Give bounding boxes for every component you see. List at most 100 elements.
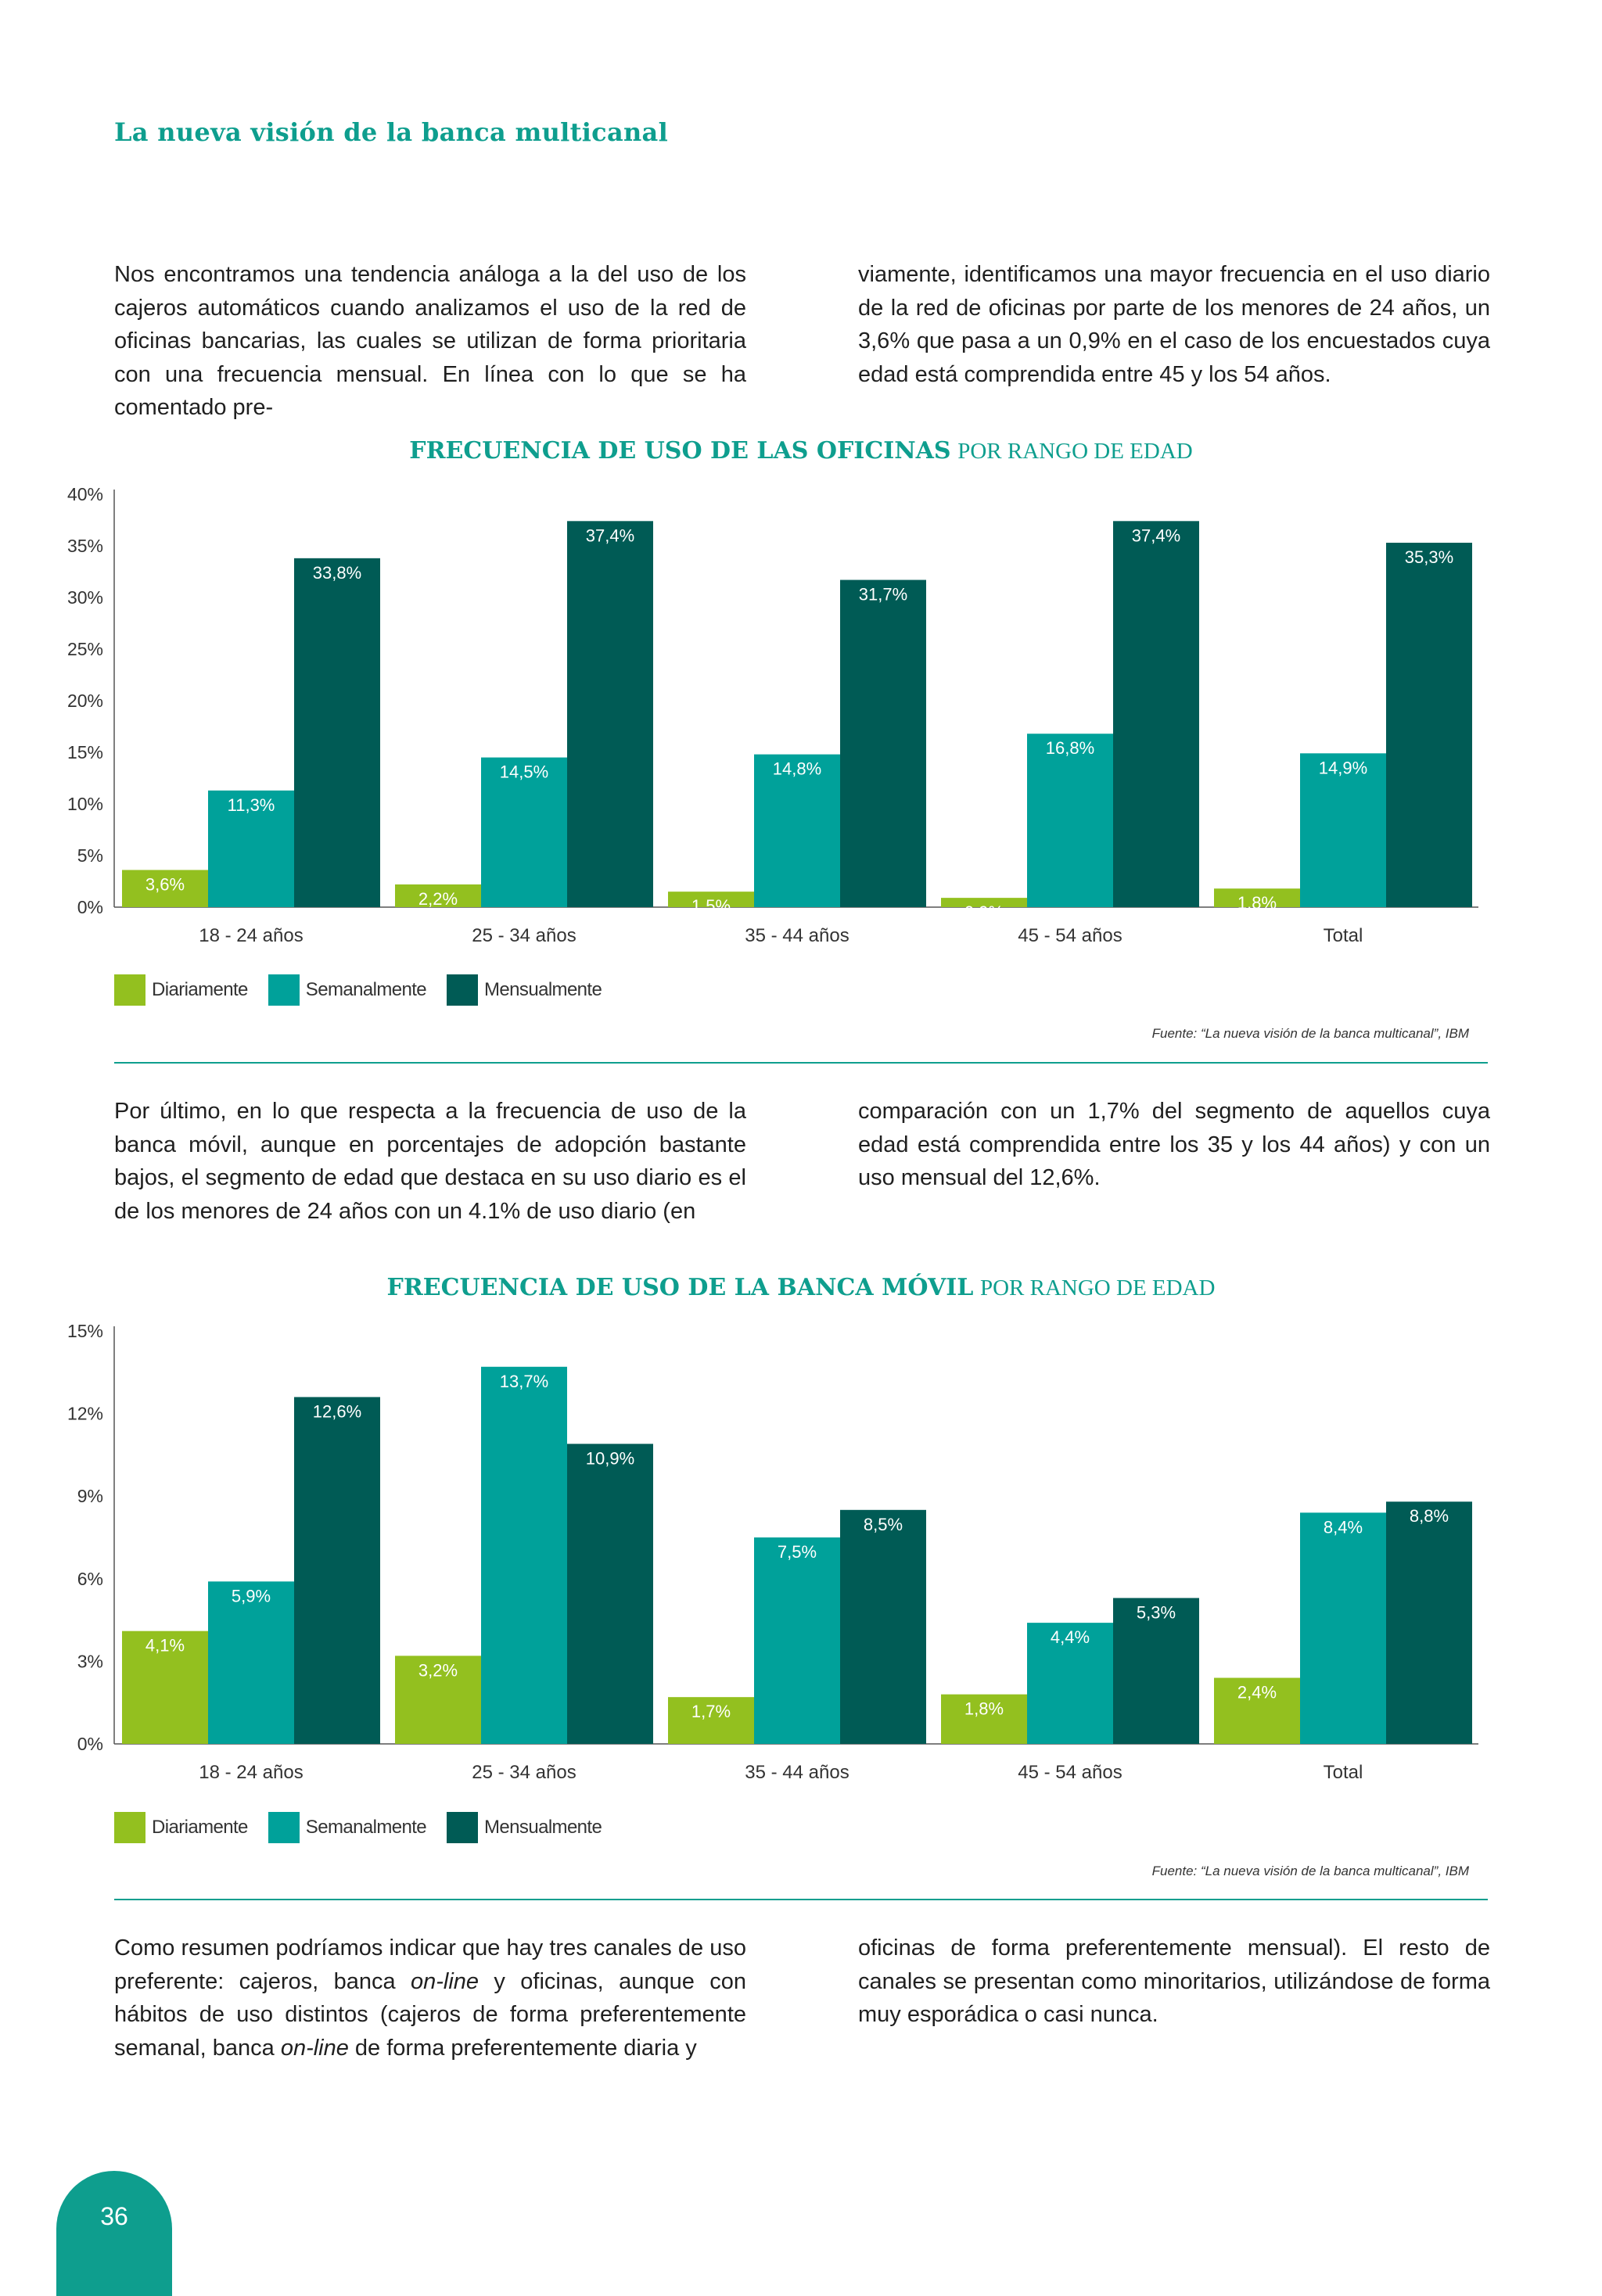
bar-semanalmente xyxy=(1027,734,1113,907)
bar-semanalmente xyxy=(481,1366,567,1744)
bar-value-label: 5,9% xyxy=(232,1586,271,1605)
legend-swatch-mensualmente xyxy=(447,974,479,1006)
bar-value-label: 8,5% xyxy=(864,1515,903,1534)
x-category-label: 45 - 54 años xyxy=(1018,925,1122,946)
x-category-label: Total xyxy=(1324,925,1363,946)
bar-mensualmente xyxy=(840,1509,926,1744)
bar-mensualmente xyxy=(567,521,653,907)
bar-value-label: 2,4% xyxy=(1237,1683,1277,1702)
bar-value-label: 14,9% xyxy=(1319,758,1367,777)
bar-diariamente xyxy=(1214,888,1300,907)
bar-value-label: 1,5% xyxy=(691,896,731,916)
bar-value-label: 10,9% xyxy=(586,1448,634,1468)
chart-2-source: Fuente: “La nueva visión de la banca mul… xyxy=(1151,1864,1469,1878)
bar-semanalmente xyxy=(754,1537,840,1744)
bar-value-label: 37,4% xyxy=(586,526,634,545)
paragraph-1-right: viamente, identificamos una mayor frecue… xyxy=(858,262,1490,387)
bar-mensualmente xyxy=(1386,1501,1472,1744)
bar-semanalmente xyxy=(1300,753,1386,907)
bar-value-label: 3,6% xyxy=(145,874,185,894)
oficinas-bar-chart: 0% 5% 10% 15% 20% 25% 30% 35% 40% 3,6% 11,3% 33,8% 1… xyxy=(67,484,1478,946)
paragraph-2-left: Por último, en lo que respecta a la frec… xyxy=(114,1099,746,1224)
online-term: on-line xyxy=(280,2035,349,2061)
bar-diariamente xyxy=(1214,1677,1300,1744)
x-category-label: 45 - 54 años xyxy=(1018,1762,1122,1783)
bar-diariamente xyxy=(668,1697,754,1744)
paragraph-3-right: oficinas de forma preferentemente mensua… xyxy=(858,1935,1490,2027)
chart-2-title-main: FRECUENCIA DE USO DE LA BANCA MÓVIL xyxy=(386,1274,974,1301)
bar-semanalmente xyxy=(754,754,840,907)
bar-semanalmente xyxy=(1300,1512,1386,1744)
bar-value-label: 5,3% xyxy=(1137,1602,1176,1622)
legend-item-diariamente: Diariamente xyxy=(114,1812,248,1843)
y-tick-label: 30% xyxy=(67,587,103,608)
bar-mensualmente xyxy=(1386,543,1472,907)
y-tick-label: 40% xyxy=(67,484,103,504)
bar-value-label: 3,2% xyxy=(418,1660,458,1680)
bar-value-label: 11,3% xyxy=(228,795,275,815)
chart-1-source: Fuente: “La nueva visión de la banca mul… xyxy=(1151,1026,1469,1041)
bar-value-label: 8,4% xyxy=(1324,1517,1363,1537)
paragraph-2-right: comparación con un 1,7% del segmento de … xyxy=(858,1099,1490,1190)
y-tick-label: 15% xyxy=(67,1321,103,1341)
bar-diariamente xyxy=(941,898,1027,907)
banca-movil-bar-chart: 0% 3% 6% 9% 12% 15% 4,1% 5,9% 12,6% 18 - 24 años 3… xyxy=(67,1321,1478,1783)
page-number: 36 xyxy=(100,2202,128,2230)
y-tick-label: 0% xyxy=(77,897,103,917)
bar-value-label: 1,8% xyxy=(964,1699,1004,1719)
x-category-label: 18 - 24 años xyxy=(199,925,303,946)
legend-item-diariamente: Diariamente xyxy=(114,974,248,1006)
bar-semanalmente xyxy=(208,790,294,907)
section-title: La nueva visión de la banca multicanal xyxy=(114,117,669,147)
bar-value-label: 0,9% xyxy=(964,902,1004,922)
chart-1-legend: Diariamente Semanalmente Mensualmente xyxy=(114,974,622,1006)
bar-value-label: 12,6% xyxy=(313,1401,361,1421)
bar-value-label: 35,3% xyxy=(1405,547,1453,567)
y-tick-label: 15% xyxy=(67,742,103,762)
bar-diariamente xyxy=(395,1656,481,1744)
bar-diariamente xyxy=(122,1631,208,1744)
chart-2-legend: Diariamente Semanalmente Mensualmente xyxy=(114,1812,622,1843)
legend-swatch-mensualmente xyxy=(447,1812,479,1843)
bar-value-label: 33,8% xyxy=(313,563,361,583)
online-term: on-line xyxy=(410,1968,480,1994)
y-tick-label: 20% xyxy=(67,691,103,711)
y-tick-label: 5% xyxy=(77,845,103,866)
paragraph-3-left: Como resumen podríamos indicar que hay t… xyxy=(114,1935,746,2061)
bar-value-label: 37,4% xyxy=(1132,526,1180,545)
divider-rule-2 xyxy=(114,1899,1488,1900)
bar-value-label: 1,8% xyxy=(1237,893,1277,913)
legend-item-mensualmente: Mensualmente xyxy=(447,1812,602,1843)
chart-1-title: FRECUENCIA DE USO DE LAS OFICINAS POR RA… xyxy=(0,436,1602,465)
x-category-label: 25 - 34 años xyxy=(472,925,576,946)
bar-value-label: 1,7% xyxy=(691,1702,731,1721)
y-tick-label: 3% xyxy=(77,1651,103,1671)
bar-diariamente xyxy=(122,870,208,907)
bar-value-label: 13,7% xyxy=(500,1372,548,1391)
bar-mensualmente xyxy=(1113,521,1199,907)
bar-value-label: 31,7% xyxy=(859,585,907,604)
bar-mensualmente xyxy=(294,1397,380,1744)
x-category-label: Total xyxy=(1324,1762,1363,1783)
bar-mensualmente xyxy=(567,1444,653,1744)
bar-mensualmente xyxy=(840,579,926,907)
y-tick-label: 35% xyxy=(67,536,103,556)
legend-label-semanalmente: Semanalmente xyxy=(305,979,427,1000)
x-category-label: 25 - 34 años xyxy=(472,1762,576,1783)
legend-item-semanalmente: Semanalmente xyxy=(268,974,427,1006)
bar-value-label: 8,8% xyxy=(1410,1506,1449,1526)
page-number-tab: 36 xyxy=(56,2171,172,2296)
chart-2-title: FRECUENCIA DE USO DE LA BANCA MÓVIL POR … xyxy=(0,1273,1602,1301)
legend-swatch-semanalmente xyxy=(268,974,300,1006)
bar-value-label: 2,2% xyxy=(418,889,458,909)
chart-2-title-sub: POR RANGO DE EDAD xyxy=(979,1275,1216,1300)
bar-diariamente xyxy=(668,891,754,907)
bar-value-label: 4,4% xyxy=(1051,1627,1090,1647)
legend-label-mensualmente: Mensualmente xyxy=(484,979,602,1000)
y-tick-label: 25% xyxy=(67,639,103,659)
bar-diariamente xyxy=(395,884,481,907)
legend-swatch-semanalmente xyxy=(268,1812,300,1843)
bar-mensualmente xyxy=(1113,1598,1199,1744)
chart-1-title-main: FRECUENCIA DE USO DE LAS OFICINAS xyxy=(409,437,951,465)
x-category-label: 18 - 24 años xyxy=(199,1762,303,1783)
